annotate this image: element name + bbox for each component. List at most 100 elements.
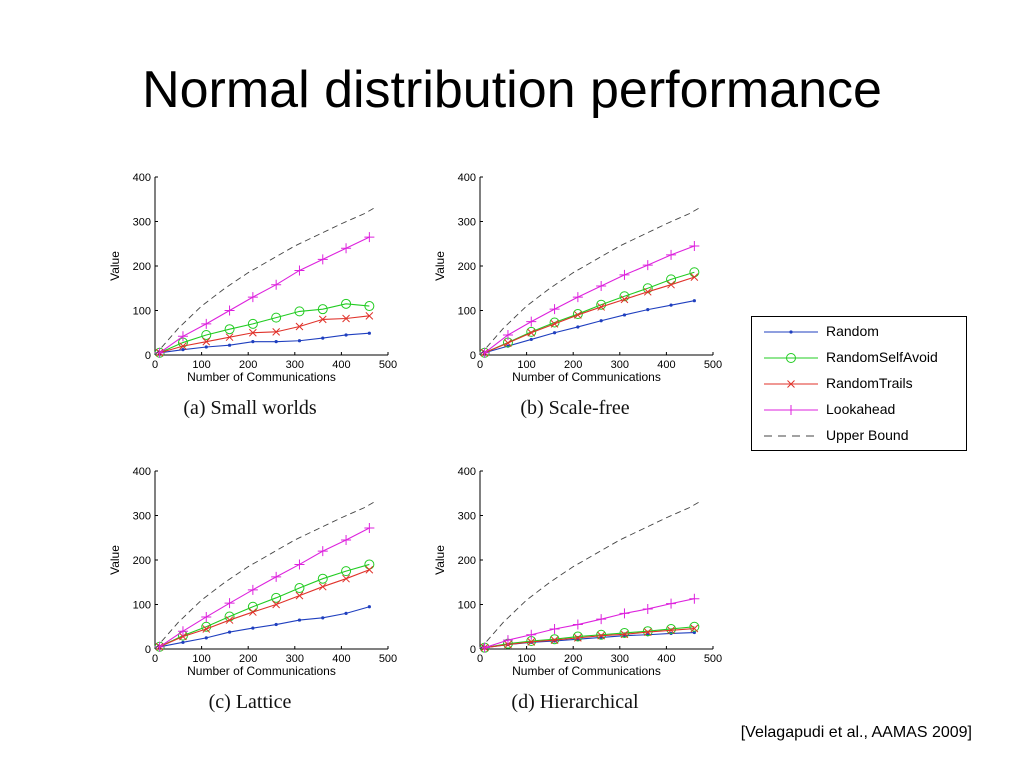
legend-swatch: [764, 330, 818, 334]
y-axis-label: Value: [108, 545, 122, 575]
x-tick-label: 300: [611, 653, 629, 665]
series-lookahead: [154, 232, 375, 358]
point: [154, 347, 165, 358]
point: [549, 623, 560, 634]
legend-swatch: [764, 353, 818, 363]
point: [643, 628, 652, 636]
point: [201, 329, 212, 340]
y-tick-label: 100: [133, 306, 151, 318]
x-axis-label: Number of Communications: [512, 664, 661, 678]
point: [596, 299, 607, 310]
point: [526, 326, 537, 337]
point: [224, 611, 235, 622]
series-line: [484, 626, 695, 649]
y-tick-label: 200: [133, 261, 151, 273]
x-tick-label: 100: [192, 653, 210, 665]
series-line: [479, 501, 700, 650]
chart-panel-scale-free: 0 100 200 300 400 500 0 100 200 300 400 Number of C…: [425, 165, 725, 435]
point: [576, 325, 580, 329]
x-tick-label: 200: [239, 359, 257, 371]
point: [318, 315, 327, 324]
point: [271, 312, 282, 323]
point: [596, 614, 607, 625]
y-tick-label: 200: [458, 261, 476, 273]
series-randomselfavoid: [154, 559, 375, 652]
point: [642, 260, 653, 271]
x-tick-label: 200: [564, 359, 582, 371]
point: [342, 314, 350, 323]
point: [341, 534, 352, 545]
point: [177, 331, 188, 342]
point: [341, 243, 352, 254]
point: [344, 611, 348, 615]
point: [179, 342, 187, 350]
point: [666, 623, 677, 634]
point: [295, 322, 304, 331]
point: [318, 582, 327, 591]
point: [692, 299, 696, 303]
series-upper-bound: [479, 501, 700, 650]
point: [181, 640, 185, 644]
point: [572, 309, 583, 320]
point: [550, 636, 559, 644]
point: [479, 347, 490, 358]
point: [342, 574, 350, 583]
x-tick-label: 400: [657, 359, 675, 371]
legend-label: Lookahead: [826, 401, 896, 417]
x-tick-label: 200: [239, 653, 257, 665]
y-axis-label: Value: [108, 251, 122, 281]
point: [549, 304, 560, 315]
point: [689, 621, 700, 632]
point: [642, 603, 653, 614]
point: [204, 345, 208, 349]
point: [294, 265, 305, 276]
series-line: [159, 236, 370, 354]
point: [227, 343, 232, 347]
point: [179, 632, 187, 641]
legend-swatch: [764, 380, 818, 388]
point: [364, 301, 375, 312]
point: [274, 622, 278, 627]
series-random: [483, 299, 696, 355]
series-randomselfavoid: [479, 267, 700, 358]
x-tick-label: 500: [704, 653, 722, 665]
series-randomselfavoid: [479, 621, 700, 653]
point: [295, 591, 304, 600]
series-lookahead: [479, 240, 700, 358]
point: [224, 305, 235, 316]
point: [317, 254, 328, 265]
x-axis-label: Number of Communications: [187, 370, 336, 384]
x-axis-label: Number of Communications: [512, 370, 661, 384]
point: [599, 319, 603, 323]
chart-panel-small-worlds: 0 100 200 300 400 500 0 100 200 300 400 Number of C…: [100, 165, 400, 435]
x-tick-label: 300: [286, 359, 304, 371]
point: [620, 630, 629, 639]
y-tick-label: 0: [470, 644, 476, 656]
point: [643, 287, 652, 296]
point: [247, 601, 258, 612]
point: [365, 311, 374, 320]
point: [294, 306, 305, 317]
y-tick-label: 300: [458, 217, 476, 229]
series-line: [159, 303, 370, 354]
y-tick-label: 0: [470, 350, 476, 362]
point: [502, 329, 513, 340]
legend-item-randomtrails: RandomTrails: [760, 373, 965, 395]
point: [689, 240, 700, 251]
point: [367, 331, 371, 335]
x-tick-label: 0: [477, 359, 483, 371]
series-upper-bound: [154, 501, 375, 650]
series-line: [159, 569, 370, 648]
y-axis-label: Value: [433, 545, 447, 575]
point: [274, 340, 278, 344]
point: [202, 337, 211, 346]
chart-legend: Random RandomSelfAvoid RandomTrails Look…: [751, 316, 967, 451]
point: [689, 593, 700, 604]
series-line: [154, 501, 375, 650]
y-tick-label: 100: [133, 600, 151, 612]
legend-swatch: [764, 405, 818, 415]
y-tick-label: 400: [133, 466, 151, 478]
y-tick-label: 400: [458, 466, 476, 478]
point: [251, 340, 255, 344]
